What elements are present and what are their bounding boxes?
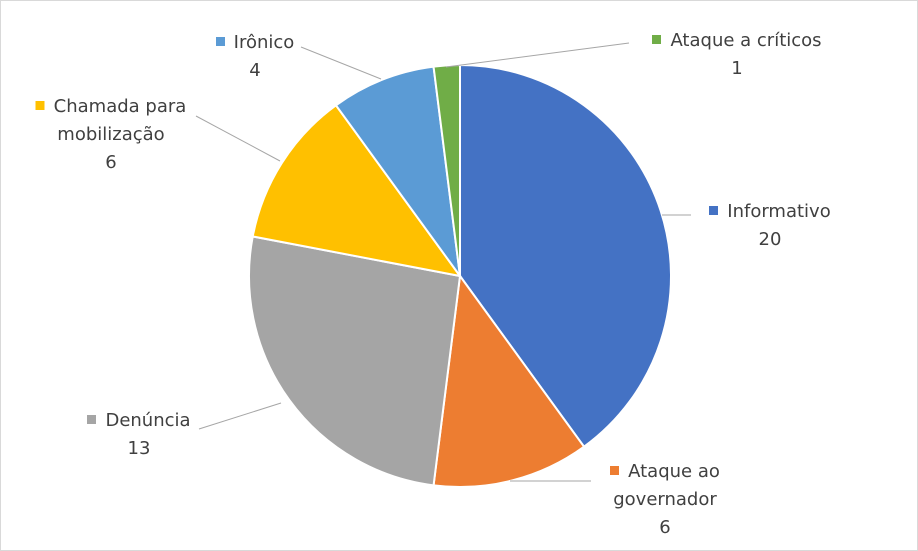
category-label: Irônico bbox=[233, 32, 295, 53]
data-label: Informativo 20 bbox=[690, 198, 850, 254]
pie-slice bbox=[459, 63, 672, 449]
legend-marker bbox=[652, 34, 662, 44]
value-label: 13 bbox=[127, 438, 151, 459]
category-label: Ataque a críticos bbox=[670, 30, 822, 51]
category-label: Denúncia bbox=[105, 410, 191, 431]
pie-slice bbox=[251, 103, 463, 278]
leader-line bbox=[195, 115, 281, 162]
leader-line bbox=[445, 42, 630, 68]
legend-marker bbox=[709, 205, 719, 215]
value-label: 6 bbox=[105, 152, 117, 173]
data-label: Denúncia 13 bbox=[69, 407, 209, 463]
legend-marker bbox=[215, 36, 225, 46]
category-label: Ataque ao governador bbox=[613, 461, 720, 510]
category-label: Chamada para mobilização bbox=[53, 96, 187, 145]
data-label: Chamada para mobilização 6 bbox=[29, 93, 194, 177]
leader-line bbox=[198, 402, 282, 430]
pie-slice bbox=[334, 65, 461, 277]
value-label: 20 bbox=[758, 229, 782, 250]
category-label: Informativo bbox=[727, 201, 831, 222]
data-label: Ataque ao governador 6 bbox=[600, 458, 730, 542]
value-label: 6 bbox=[659, 517, 671, 538]
legend-marker bbox=[610, 465, 620, 475]
data-label: Ataque a críticos 1 bbox=[637, 27, 837, 83]
pie-slice bbox=[432, 273, 586, 488]
legend-marker bbox=[87, 414, 97, 424]
value-label: 1 bbox=[731, 58, 743, 79]
legend-marker bbox=[35, 100, 45, 110]
leader-line bbox=[300, 46, 382, 80]
value-label: 4 bbox=[249, 60, 261, 81]
pie-slice bbox=[248, 235, 462, 487]
data-label: Irônico 4 bbox=[195, 29, 315, 85]
